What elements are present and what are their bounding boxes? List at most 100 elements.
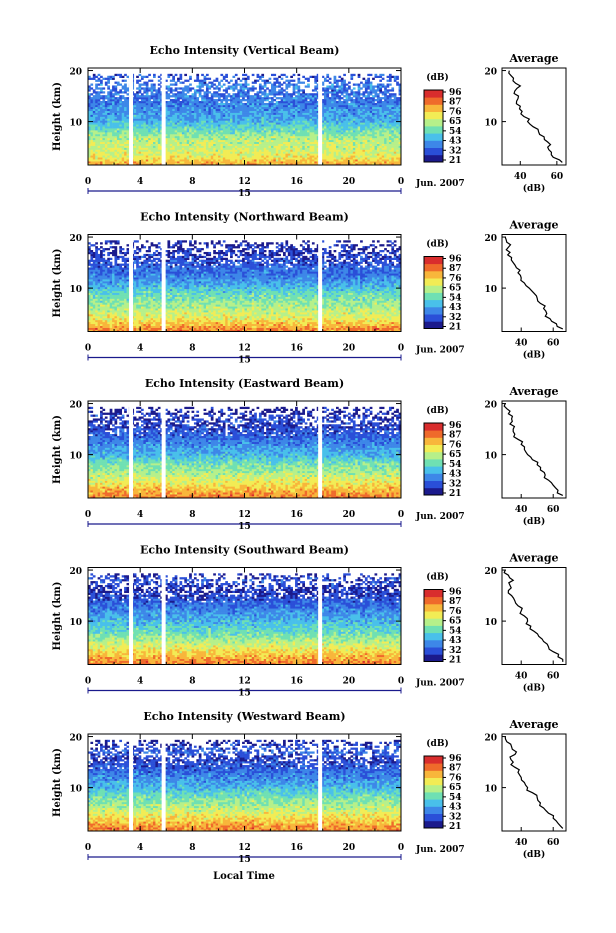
heatmap-cells (88, 407, 401, 498)
colorbar-tick-label: 96 (449, 88, 462, 98)
colorbar-unit: (dB) (426, 572, 448, 583)
colorbar-tick-label: 76 (449, 440, 462, 450)
day-label: 15 (238, 689, 251, 699)
x-tick-label: 0 (85, 510, 91, 520)
heatmap-cells (88, 74, 401, 165)
colorbar-tick-label: 21 (449, 323, 462, 333)
colorbar-segment (424, 285, 443, 293)
data-gap (318, 734, 322, 831)
data-gap (318, 235, 322, 332)
colorbar-unit: (dB) (426, 405, 448, 416)
x-tick-label: 12 (238, 177, 251, 187)
panel-title: Echo Intensity (Vertical Beam) (149, 44, 339, 57)
colorbar-tick-label: 87 (449, 431, 462, 441)
colorbar-tick-label: 76 (449, 274, 462, 284)
profile-y-tick-label: 20 (484, 567, 497, 577)
colorbar-tick-label: 32 (449, 313, 462, 323)
x-tick-label: 8 (189, 177, 195, 187)
profile-y-tick-label: 20 (484, 401, 497, 411)
day-label: 15 (238, 189, 251, 199)
x-tick-label: 12 (238, 677, 251, 687)
colorbar-unit: (dB) (426, 239, 448, 250)
profile-y-tick-label: 10 (484, 119, 497, 129)
data-gap (162, 235, 166, 332)
x-tick-label: 4 (137, 677, 143, 687)
x-tick-label: 20 (343, 177, 356, 187)
y-tick-label: 10 (69, 785, 82, 795)
colorbar-segment (424, 126, 443, 134)
x-tick-label: 0 (85, 344, 91, 354)
x-tick-label: 20 (343, 677, 356, 687)
profile-title: Average (508, 718, 558, 731)
data-gap (318, 568, 322, 665)
heatmap-cells (88, 573, 401, 664)
x-tick-label: 0 (85, 677, 91, 687)
heatmap-cells (88, 740, 401, 831)
profile-title: Average (508, 219, 558, 232)
colorbar-tick-label: 21 (449, 156, 462, 166)
colorbar-segment (424, 452, 443, 460)
colorbar-segment (424, 430, 443, 438)
colorbar-segment (424, 821, 443, 829)
profile-y-tick-label: 10 (484, 285, 497, 295)
heatmap-cells (88, 240, 401, 331)
x-tick-label: 8 (189, 510, 195, 520)
y-tick-label: 20 (69, 734, 82, 744)
profile-x-label: (dB) (523, 183, 545, 194)
x-tick-label: 12 (238, 344, 251, 354)
colorbar-segment (424, 459, 443, 467)
x-tick-label: 0 (398, 177, 404, 187)
colorbar-segment (424, 140, 443, 148)
colorbar-segment (424, 445, 443, 453)
y-axis-label: Height (km) (52, 249, 63, 318)
date-label: Jun. 2007 (415, 845, 465, 855)
colorbar-segment (424, 278, 443, 286)
day-label: 15 (238, 356, 251, 366)
y-tick-label: 10 (69, 452, 82, 462)
colorbar-tick-label: 65 (449, 617, 462, 627)
colorbar-segment (424, 654, 443, 662)
x-tick-label: 0 (398, 344, 404, 354)
colorbar-segment (424, 763, 443, 771)
profile-x-label: (dB) (523, 849, 545, 860)
profile-line (505, 737, 563, 829)
colorbar-tick-label: 76 (449, 107, 462, 117)
y-tick-label: 20 (69, 567, 82, 577)
day-label: 15 (238, 522, 251, 532)
colorbar-tick-label: 96 (449, 255, 462, 265)
profile-y-tick-label: 20 (484, 734, 497, 744)
profile-x-tick-label: 60 (551, 172, 564, 182)
y-tick-label: 20 (69, 401, 82, 411)
colorbar-tick-label: 43 (449, 636, 462, 646)
profile-line (509, 71, 563, 163)
colorbar-segment (424, 611, 443, 619)
colorbar-tick-label: 76 (449, 607, 462, 617)
colorbar-tick-label: 43 (449, 137, 462, 147)
y-axis-label: Height (km) (52, 415, 63, 484)
profile-x-tick-label: 40 (514, 172, 527, 182)
data-gap (162, 734, 166, 831)
colorbar-segment (424, 300, 443, 308)
profile-line (504, 570, 563, 662)
x-tick-label: 16 (290, 510, 303, 520)
colorbar-tick-label: 54 (449, 460, 462, 470)
colorbar-segment (424, 604, 443, 612)
panel-title: Echo Intensity (Eastward Beam) (145, 377, 344, 390)
colorbar-unit: (dB) (426, 72, 448, 83)
profile-x-tick-label: 40 (515, 339, 528, 349)
colorbar-tick-label: 87 (449, 98, 462, 108)
date-label: Jun. 2007 (415, 346, 465, 356)
x-tick-label: 0 (398, 843, 404, 853)
profile-x-tick-label: 40 (515, 505, 528, 515)
colorbar-segment (424, 437, 443, 445)
profile-y-tick-label: 10 (484, 452, 497, 462)
colorbar-segment (424, 264, 443, 272)
colorbar-segment (424, 466, 443, 474)
profile-title: Average (508, 552, 558, 565)
x-tick-label: 8 (189, 677, 195, 687)
colorbar-tick-label: 65 (449, 450, 462, 460)
y-tick-label: 10 (69, 618, 82, 628)
colorbar-tick-label: 54 (449, 626, 462, 636)
colorbar-segment (424, 647, 443, 655)
